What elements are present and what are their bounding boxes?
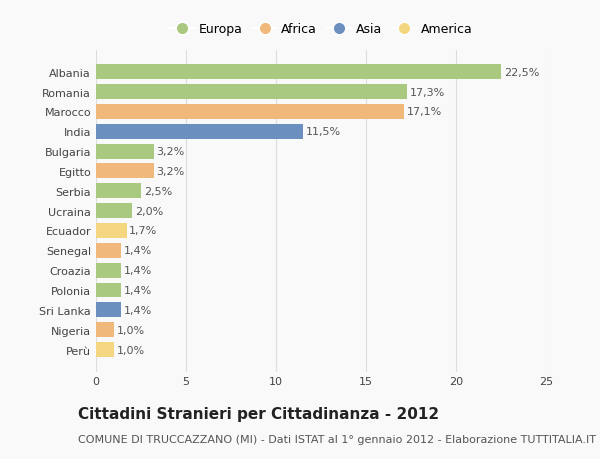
Bar bbox=[96, 124, 303, 140]
Text: COMUNE DI TRUCCAZZANO (MI) - Dati ISTAT al 1° gennaio 2012 - Elaborazione TUTTIT: COMUNE DI TRUCCAZZANO (MI) - Dati ISTAT … bbox=[78, 434, 596, 444]
Bar bbox=[96, 283, 121, 298]
Text: 2,5%: 2,5% bbox=[144, 186, 172, 196]
Text: 1,4%: 1,4% bbox=[124, 266, 152, 275]
Bar bbox=[96, 105, 404, 119]
Text: 3,2%: 3,2% bbox=[156, 147, 185, 157]
Text: 1,0%: 1,0% bbox=[116, 325, 145, 335]
Text: 11,5%: 11,5% bbox=[306, 127, 341, 137]
Bar bbox=[96, 342, 114, 357]
Text: 3,2%: 3,2% bbox=[156, 167, 185, 177]
Bar bbox=[96, 144, 154, 159]
Bar bbox=[96, 303, 121, 318]
Text: 17,3%: 17,3% bbox=[410, 87, 445, 97]
Text: 1,7%: 1,7% bbox=[130, 226, 158, 236]
Bar bbox=[96, 85, 407, 100]
Text: 17,1%: 17,1% bbox=[407, 107, 442, 117]
Text: 1,4%: 1,4% bbox=[124, 246, 152, 256]
Text: 2,0%: 2,0% bbox=[134, 206, 163, 216]
Bar bbox=[96, 164, 154, 179]
Bar bbox=[96, 323, 114, 337]
Text: 22,5%: 22,5% bbox=[504, 67, 539, 78]
Text: 1,4%: 1,4% bbox=[124, 285, 152, 295]
Bar bbox=[96, 243, 121, 258]
Text: Cittadini Stranieri per Cittadinanza - 2012: Cittadini Stranieri per Cittadinanza - 2… bbox=[78, 406, 439, 421]
Text: 1,4%: 1,4% bbox=[124, 305, 152, 315]
Legend: Europa, Africa, Asia, America: Europa, Africa, Asia, America bbox=[164, 18, 478, 41]
Bar bbox=[96, 263, 121, 278]
Bar bbox=[96, 204, 132, 218]
Bar bbox=[96, 65, 501, 80]
Bar bbox=[96, 224, 127, 238]
Text: 1,0%: 1,0% bbox=[116, 345, 145, 355]
Bar bbox=[96, 184, 141, 199]
